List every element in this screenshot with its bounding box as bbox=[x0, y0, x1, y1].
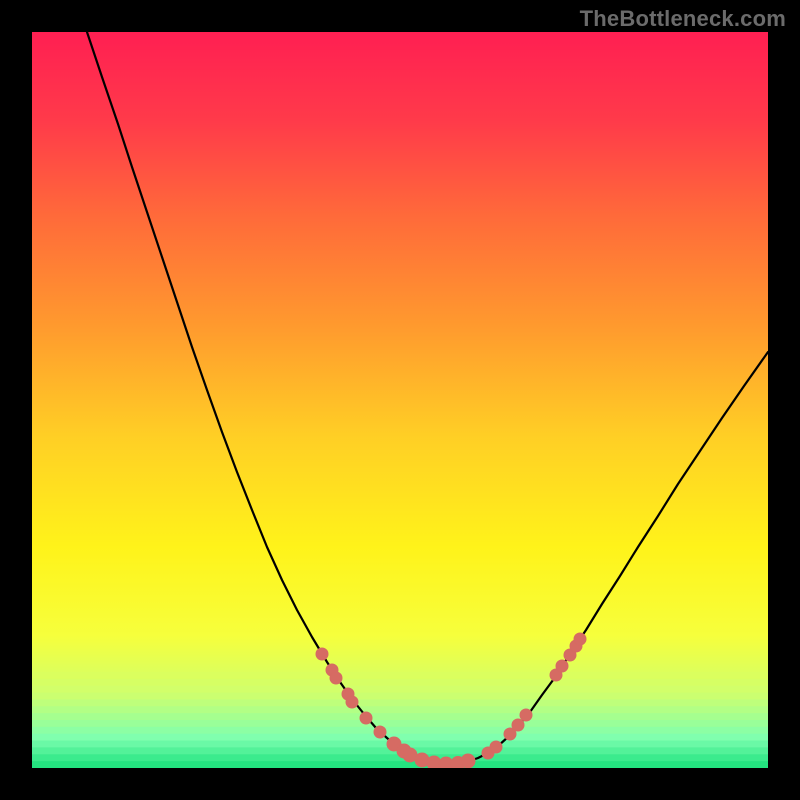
curve-marker bbox=[556, 660, 568, 672]
watermark-text: TheBottleneck.com bbox=[580, 6, 786, 32]
chart-svg bbox=[32, 32, 768, 768]
band-stripe bbox=[32, 686, 768, 693]
curve-marker bbox=[574, 633, 586, 645]
chart-frame: TheBottleneck.com bbox=[0, 0, 800, 800]
band-stripe bbox=[32, 720, 768, 727]
curve-marker bbox=[490, 741, 502, 753]
band-stripe bbox=[32, 679, 768, 686]
band-stripe bbox=[32, 706, 768, 713]
gradient-background bbox=[32, 32, 768, 768]
curve-marker bbox=[316, 648, 328, 660]
curve-marker bbox=[374, 726, 386, 738]
band-stripe bbox=[32, 727, 768, 734]
curve-marker bbox=[360, 712, 372, 724]
band-stripe bbox=[32, 693, 768, 700]
curve-marker bbox=[520, 709, 532, 721]
band-stripe bbox=[32, 699, 768, 706]
curve-marker bbox=[346, 696, 358, 708]
band-stripe bbox=[32, 761, 768, 768]
curve-marker bbox=[461, 754, 475, 768]
curve-marker bbox=[330, 672, 342, 684]
band-stripe bbox=[32, 713, 768, 720]
curve-marker bbox=[512, 719, 524, 731]
band-stripe bbox=[32, 672, 768, 679]
